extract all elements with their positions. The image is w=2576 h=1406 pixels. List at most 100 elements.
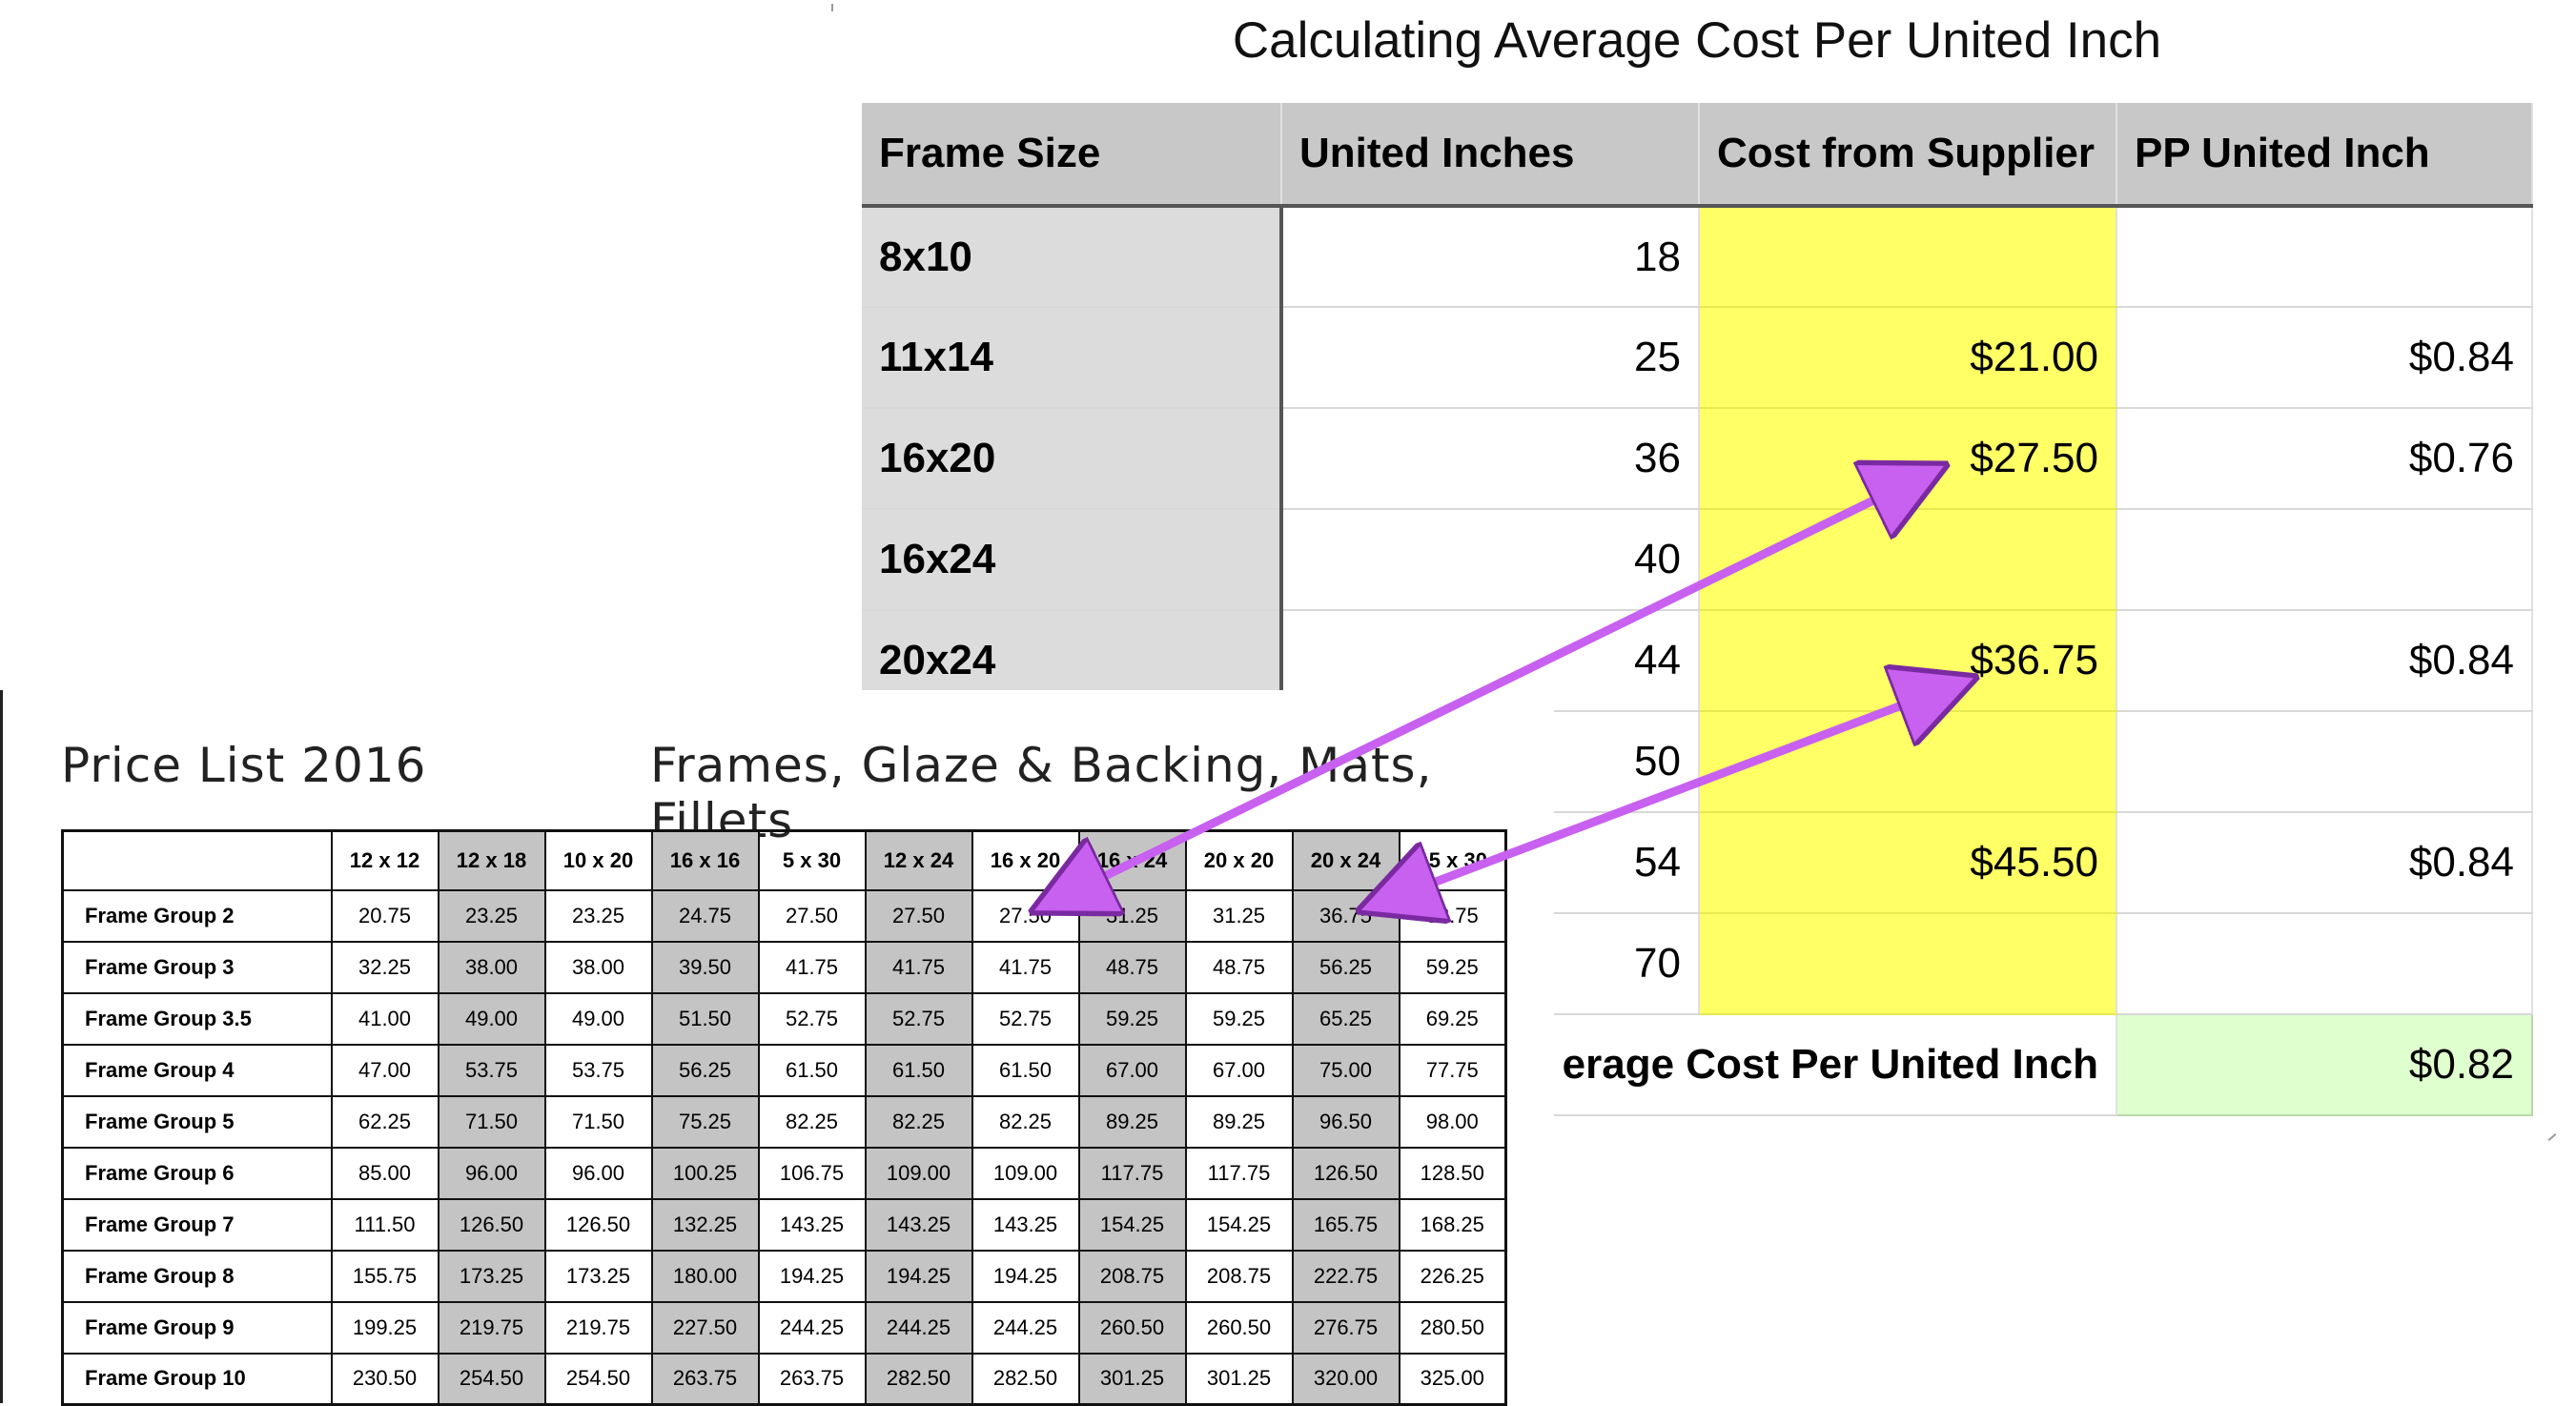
price-cell: 126.50	[437, 1197, 546, 1252]
price-cell: 75.25	[650, 1094, 760, 1149]
cell-cost-from-supplier[interactable]: $36.75	[1699, 610, 2117, 712]
price-cell: 96.00	[437, 1146, 546, 1200]
cell-pp-united-inch[interactable]	[2116, 711, 2533, 813]
price-cell: 128.50	[1398, 1146, 1507, 1200]
header-frame-size[interactable]: Frame Size	[862, 103, 1282, 208]
price-cell: 263.75	[650, 1352, 760, 1406]
cell-pp-united-inch[interactable]: $0.76	[2116, 408, 2533, 510]
cell-united-inches[interactable]: 40	[1281, 509, 1700, 611]
calc-row: 11x14 25 $21.00 $0.84	[862, 307, 2533, 409]
cell-pp-united-inch[interactable]: $0.84	[2116, 610, 2533, 712]
price-cell: 126.50	[1291, 1146, 1400, 1200]
price-cell: 254.50	[437, 1352, 546, 1406]
price-cell: 82.25	[864, 1094, 973, 1149]
price-column-header: 12 x 12	[330, 829, 440, 891]
price-cell: 23.25	[543, 888, 653, 943]
cell-cost-from-supplier[interactable]	[1699, 206, 2117, 308]
price-cell: 41.75	[864, 940, 973, 994]
cell-frame-size[interactable]: 8x10	[862, 206, 1283, 308]
cell-frame-size[interactable]: 11x14	[862, 307, 1283, 409]
header-cost-from-supplier[interactable]: Cost from Supplier	[1699, 103, 2117, 208]
price-column-header: 20 x 24	[1291, 829, 1400, 891]
header-pp-united-inch[interactable]: PP United Inch	[2116, 103, 2533, 208]
price-cell: 38.75	[1398, 888, 1507, 943]
price-cell: 132.25	[650, 1197, 760, 1252]
price-cell: 244.25	[757, 1300, 867, 1355]
stray-mark	[2547, 1133, 2557, 1141]
panel-divider	[0, 690, 3, 1403]
price-cell: 89.25	[1077, 1094, 1187, 1149]
price-cell: 244.25	[864, 1300, 973, 1355]
price-cell: 276.75	[1291, 1300, 1400, 1355]
price-cell: 71.50	[437, 1094, 546, 1149]
calc-row: 16x20 36 $27.50 $0.76	[862, 408, 2533, 510]
price-column-header: 12 x 24	[864, 829, 973, 891]
price-cell: 77.75	[1398, 1043, 1507, 1097]
calc-header-row: Frame Size United Inches Cost from Suppl…	[862, 103, 2533, 208]
price-cell: 71.50	[543, 1094, 653, 1149]
cell-cost-from-supplier[interactable]: $27.50	[1699, 408, 2117, 510]
price-cell: 301.25	[1077, 1352, 1187, 1406]
price-cell: 126.50	[543, 1197, 653, 1252]
price-cell: 117.75	[1184, 1146, 1294, 1200]
price-cell: 260.50	[1184, 1300, 1294, 1355]
cell-cost-from-supplier[interactable]: $45.50	[1699, 812, 2117, 914]
price-cell: 61.50	[757, 1043, 867, 1097]
cell-cost-from-supplier[interactable]	[1699, 913, 2117, 1015]
average-value[interactable]: $0.82	[2116, 1013, 2533, 1116]
price-cell: 24.75	[650, 888, 760, 943]
price-cell: 194.25	[971, 1249, 1080, 1303]
price-cell: 67.00	[1184, 1043, 1294, 1097]
price-cell: 180.00	[650, 1249, 760, 1303]
price-cell: 98.00	[1398, 1094, 1507, 1149]
price-cell: 39.50	[650, 940, 760, 994]
price-row: Frame Group 3.5 41.00 49.00 49.00 51.50 52.75…	[61, 991, 1507, 1046]
price-cell: 65.25	[1291, 991, 1400, 1046]
price-cell: 282.50	[971, 1352, 1080, 1406]
cell-pp-united-inch[interactable]	[2116, 206, 2533, 308]
price-cell: 41.00	[330, 991, 440, 1046]
price-cell: 47.00	[330, 1043, 440, 1097]
cell-frame-size[interactable]: 16x20	[862, 408, 1283, 510]
cell-cost-from-supplier[interactable]	[1699, 711, 2117, 813]
price-column-header: 12 x 18	[437, 829, 546, 891]
cell-pp-united-inch[interactable]	[2116, 509, 2533, 611]
cell-cost-from-supplier[interactable]: $21.00	[1699, 307, 2117, 409]
price-cell: 62.25	[330, 1094, 440, 1149]
price-cell: 100.25	[650, 1146, 760, 1200]
price-cell: 154.25	[1184, 1197, 1294, 1252]
cell-cost-from-supplier[interactable]	[1699, 509, 2117, 611]
price-column-header: 16 x 20	[971, 829, 1080, 891]
price-cell: 320.00	[1291, 1352, 1400, 1406]
price-cell: 59.25	[1398, 940, 1507, 994]
price-list-title: Price List 2016	[61, 738, 427, 793]
price-cell: 48.75	[1077, 940, 1187, 994]
price-cell: 226.25	[1398, 1249, 1507, 1303]
frame-group-label: Frame Group 4	[61, 1043, 333, 1097]
price-cell: 32.25	[330, 940, 440, 994]
calc-row: 8x10 18	[862, 206, 2533, 308]
price-cell: 36.75	[1291, 888, 1400, 943]
price-cell: 53.75	[543, 1043, 653, 1097]
price-row: Frame Group 7 111.50 126.50 126.50 132.25 143…	[61, 1197, 1507, 1252]
price-cell: 143.25	[864, 1197, 973, 1252]
price-cell: 143.25	[757, 1197, 867, 1252]
price-row: Frame Group 8 155.75 173.25 173.25 180.00 194…	[61, 1249, 1507, 1303]
cell-pp-united-inch[interactable]: $0.84	[2116, 307, 2533, 409]
price-cell: 67.00	[1077, 1043, 1187, 1097]
cell-united-inches[interactable]: 36	[1281, 408, 1700, 510]
price-cell: 109.00	[971, 1146, 1080, 1200]
cell-frame-size[interactable]: 16x24	[862, 509, 1283, 611]
price-cell: 325.00	[1398, 1352, 1507, 1406]
price-column-header: 16 x 16	[650, 829, 760, 891]
cell-pp-united-inch[interactable]: $0.84	[2116, 812, 2533, 914]
price-cell: 61.50	[864, 1043, 973, 1097]
price-cell: 219.75	[543, 1300, 653, 1355]
cell-pp-united-inch[interactable]	[2116, 913, 2533, 1015]
stray-mark	[831, 4, 833, 11]
cell-united-inches[interactable]: 25	[1281, 307, 1700, 409]
price-cell: 154.25	[1077, 1197, 1187, 1252]
header-united-inches[interactable]: United Inches	[1281, 103, 1700, 208]
cell-united-inches[interactable]: 18	[1281, 206, 1700, 308]
price-cell: 96.00	[543, 1146, 653, 1200]
